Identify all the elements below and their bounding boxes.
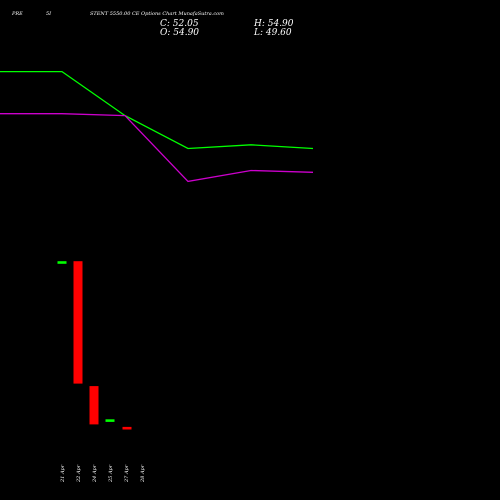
open-value: O: 54.90	[160, 28, 200, 38]
x-tick-label: 24 Apr	[92, 464, 98, 483]
x-tick-label: 27 Apr	[124, 464, 130, 483]
low-value: L: 49.60	[254, 28, 292, 38]
chart-title: STENT 5550.00 CE Options Chart MunafaSut…	[90, 11, 224, 17]
x-tick-label: 21 Apr	[60, 464, 66, 483]
header-code: 5I	[46, 11, 52, 17]
candle-25-apr	[105, 419, 115, 422]
x-tick-label: 28 Apr	[140, 464, 146, 483]
candle-28-apr	[122, 426, 132, 430]
x-tick-label: 22 Apr	[76, 464, 82, 483]
series-line-1	[0, 70, 314, 150]
x-tick-label: 25 Apr	[108, 464, 114, 483]
candle-24-apr	[89, 386, 99, 425]
candle-21-apr	[57, 261, 67, 264]
header-prefix: PRE	[12, 11, 23, 17]
series-line-2	[0, 113, 314, 183]
close-value: C: 52.05	[160, 19, 199, 29]
high-value: H: 54.90	[254, 19, 294, 29]
candle-22-apr	[73, 261, 83, 384]
